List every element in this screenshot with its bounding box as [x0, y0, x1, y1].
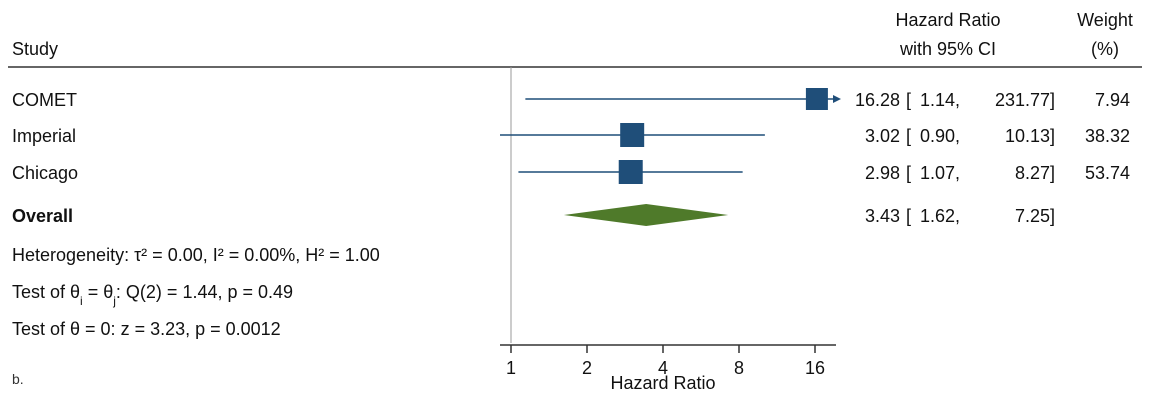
- study-ci-upper: 8.27]: [1015, 163, 1055, 183]
- x-tick-label: 16: [805, 358, 825, 378]
- study-hr-value: 2.98: [865, 163, 900, 183]
- overall-diamond: [563, 204, 729, 226]
- study-hr-value: 16.28: [855, 90, 900, 110]
- header-hr-label-line1: Hazard Ratio: [895, 10, 1000, 30]
- test-z-text: Test of θ = 0: z = 3.23, p = 0.0012: [12, 319, 281, 339]
- study-marker: [618, 160, 643, 184]
- test-q-text: Test of θi = θj: Q(2) = 1.44, p = 0.49: [12, 282, 293, 308]
- study-name: COMET: [12, 90, 77, 110]
- study-marker: [620, 123, 645, 147]
- study-weight: 7.94: [1095, 90, 1130, 110]
- study-weight: 38.32: [1085, 126, 1130, 146]
- panel-label: b.: [12, 371, 24, 387]
- overall-ci-lower: 1.62,: [920, 206, 960, 226]
- study-hr-value: 3.02: [865, 126, 900, 146]
- header-weight-label-line2: (%): [1091, 39, 1119, 59]
- study-ci-open-bracket: [: [906, 126, 911, 146]
- overall-ci-open-bracket: [: [906, 206, 911, 226]
- study-row: Imperial 3.02 [0.90, 10.13] 38.32: [12, 123, 1130, 147]
- study-ci-lower: 1.07,: [920, 163, 960, 183]
- study-row: COMET 16.28 [1.14, 231.77] 7.94: [12, 88, 1130, 110]
- study-ci-open-bracket: [: [906, 90, 911, 110]
- study-weight: 53.74: [1085, 163, 1130, 183]
- study-marker: [805, 88, 828, 110]
- x-axis-label: Hazard Ratio: [610, 373, 715, 393]
- study-name: Imperial: [12, 126, 76, 146]
- study-ci-upper: 231.77]: [995, 90, 1055, 110]
- header-study-label: Study: [12, 39, 58, 59]
- x-tick-label: 4: [658, 358, 668, 378]
- heterogeneity-text: Heterogeneity: τ² = 0.00, I² = 0.00%, H²…: [12, 245, 380, 265]
- study-ci-lower: 0.90,: [920, 126, 960, 146]
- study-name: Chicago: [12, 163, 78, 183]
- study-ci-upper: 10.13]: [1005, 126, 1055, 146]
- overall-ci-upper: 7.25]: [1015, 206, 1055, 226]
- x-tick-label: 2: [582, 358, 592, 378]
- overall-label: Overall: [12, 206, 73, 226]
- ci-arrow: [833, 95, 841, 103]
- x-tick-label: 8: [734, 358, 744, 378]
- study-row: Chicago 2.98 [1.07, 8.27] 53.74: [12, 160, 1130, 184]
- overall-hr-value: 3.43: [865, 206, 900, 226]
- study-ci-open-bracket: [: [906, 163, 911, 183]
- header-hr-label-line2: with 95% CI: [899, 39, 996, 59]
- header-weight-label-line1: Weight: [1077, 10, 1133, 30]
- study-ci-lower: 1.14,: [920, 90, 960, 110]
- x-tick-label: 1: [506, 358, 516, 378]
